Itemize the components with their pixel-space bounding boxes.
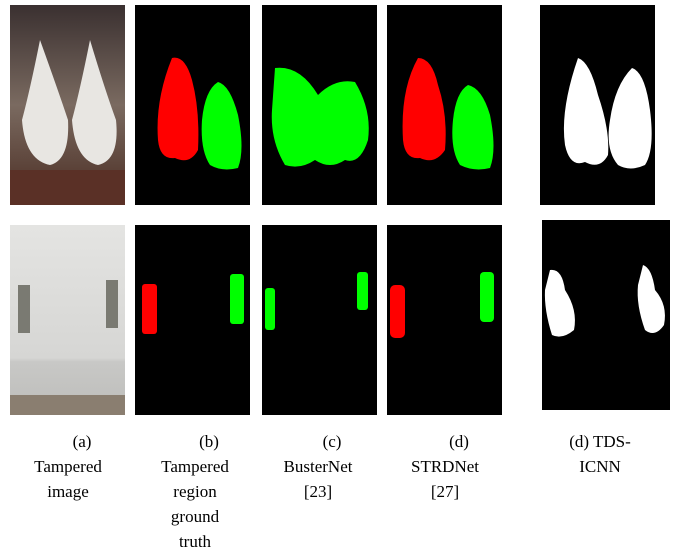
caption-line: BusterNet: [284, 457, 353, 476]
source-region: [480, 272, 494, 322]
caption-line: Tampered: [34, 457, 102, 476]
busternet-mask: [262, 225, 377, 415]
caption-line: (a): [73, 432, 92, 451]
caption-line: ICNN: [579, 457, 621, 476]
detected-region: [357, 272, 368, 310]
table-surface: [10, 170, 125, 205]
source-region: [230, 274, 244, 324]
figure: (a) Tampered image (b) Tampered region ground t…: [0, 0, 681, 553]
caption-line: truth: [179, 532, 212, 551]
row-1: [10, 5, 655, 205]
caption-line: (d): [449, 432, 469, 451]
caption-line: region: [173, 482, 217, 501]
tampered-region: [142, 284, 157, 334]
caption-line: ground: [171, 507, 220, 526]
caption-line: Tampered: [161, 457, 229, 476]
floor: [10, 395, 125, 415]
row-2: [10, 220, 670, 415]
detected-region: [265, 288, 275, 330]
bracket: [18, 285, 30, 333]
caption-line: (b): [199, 432, 219, 451]
caption-line: image: [47, 482, 89, 501]
caption-line: [27]: [431, 482, 459, 501]
bracket: [106, 280, 118, 328]
tampered-region: [390, 285, 405, 338]
caption-line: (c): [323, 432, 342, 451]
caption-line: STRDNet: [411, 457, 479, 476]
caption-line: (d) TDS-: [569, 432, 631, 451]
caption-line: [23]: [304, 482, 332, 501]
